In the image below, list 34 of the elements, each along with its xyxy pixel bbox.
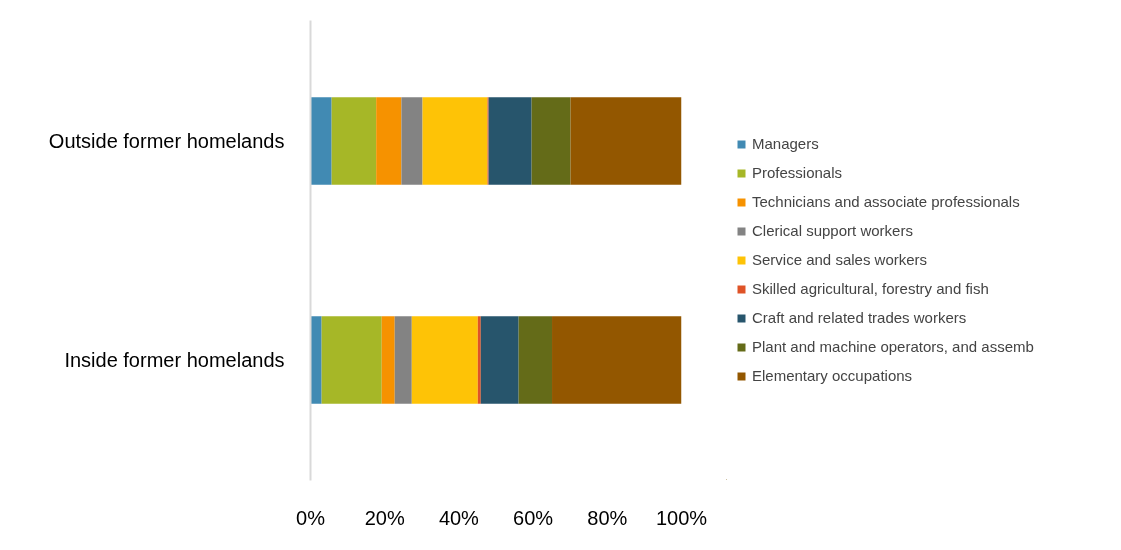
bar bbox=[422, 97, 488, 185]
x-tick-label: 40% bbox=[438, 506, 480, 529]
legend-label: Professionals bbox=[752, 164, 843, 181]
bar bbox=[381, 316, 395, 404]
y-tick-label: Inside former homelands bbox=[64, 349, 285, 372]
bar bbox=[480, 316, 519, 404]
x-tick-label: 60% bbox=[513, 506, 554, 529]
x-tick-label: 20% bbox=[364, 506, 405, 529]
x-tick-label: 0% bbox=[296, 506, 326, 529]
legend-label: Plant and machine operators, and assemb bbox=[752, 338, 1034, 355]
bar bbox=[570, 97, 682, 185]
bar bbox=[321, 316, 382, 404]
bar bbox=[310, 97, 332, 185]
bar bbox=[394, 316, 412, 404]
x-tick-label: 80% bbox=[587, 506, 628, 529]
y-tick-label: Outside former homelands bbox=[48, 129, 285, 152]
bar bbox=[552, 316, 682, 404]
bar bbox=[310, 316, 322, 404]
bar bbox=[401, 97, 423, 185]
bar bbox=[518, 316, 553, 404]
legend-label: Technicians and associate professionals bbox=[752, 193, 1020, 210]
legend-label: Service and sales workers bbox=[752, 251, 928, 268]
bar bbox=[376, 97, 402, 185]
bar bbox=[488, 97, 532, 185]
legend-label: Elementary occupations bbox=[752, 367, 913, 384]
legend-label: Managers bbox=[752, 135, 819, 152]
legend-label: Clerical support workers bbox=[752, 222, 913, 239]
bar bbox=[411, 316, 478, 404]
legend-label: Craft and related trades workers bbox=[752, 309, 967, 326]
bar bbox=[331, 97, 377, 185]
x-tick-label: 100% bbox=[655, 506, 708, 529]
bar bbox=[531, 97, 571, 185]
legend-label: Skilled agricultural, forestry and fish bbox=[752, 280, 989, 297]
bar bbox=[477, 316, 481, 404]
